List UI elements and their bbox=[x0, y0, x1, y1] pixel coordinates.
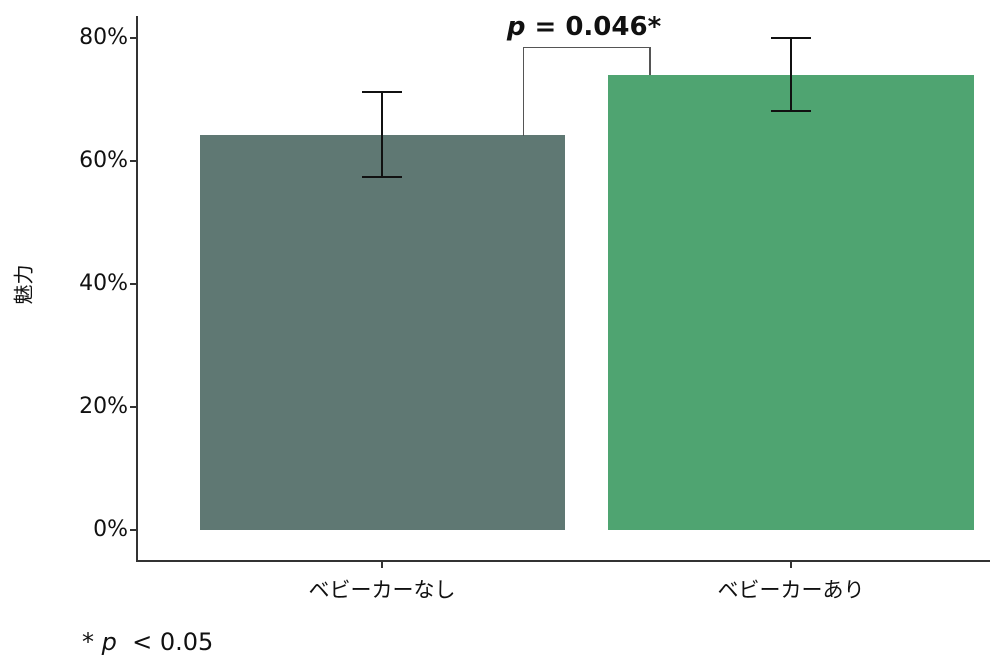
y-tick-label-40: 40% bbox=[79, 271, 128, 296]
significance-bracket-right bbox=[649, 47, 651, 75]
x-axis-line bbox=[136, 560, 990, 562]
error-cap-bottom-without-stroller bbox=[362, 176, 402, 178]
bar-with-stroller bbox=[608, 75, 974, 530]
y-tick-label-0: 0% bbox=[93, 517, 128, 542]
bar-without-stroller bbox=[200, 135, 565, 530]
y-tick-label-80: 80% bbox=[79, 25, 128, 50]
x-tick-label-without-stroller: ベビーカーなし bbox=[308, 578, 456, 602]
y-tick-40 bbox=[130, 283, 137, 285]
x-tick-label-with-stroller: ベビーカーあり bbox=[717, 578, 865, 602]
error-bar-without-stroller bbox=[381, 92, 383, 177]
p-value-text: = 0.046* bbox=[525, 12, 662, 42]
y-axis-label: 魅力 bbox=[11, 264, 36, 305]
y-axis-line bbox=[136, 16, 138, 562]
p-value-annotation: p = 0.046* bbox=[464, 12, 704, 42]
footnote: * p < 0.05 bbox=[82, 628, 213, 656]
footnote-threshold: < 0.05 bbox=[116, 628, 214, 656]
p-symbol: p bbox=[506, 12, 526, 42]
error-bar-with-stroller bbox=[790, 38, 792, 111]
y-tick-20 bbox=[130, 406, 137, 408]
footnote-star: * bbox=[82, 628, 102, 656]
y-tick-0 bbox=[130, 529, 137, 531]
y-tick-label-20: 20% bbox=[79, 394, 128, 419]
significance-bracket-left bbox=[523, 47, 650, 136]
x-tick-with-stroller bbox=[790, 562, 792, 568]
y-tick-60 bbox=[130, 160, 137, 162]
y-tick-label-60: 60% bbox=[79, 148, 128, 173]
error-cap-top-with-stroller bbox=[771, 37, 811, 39]
y-tick-80 bbox=[130, 37, 137, 39]
x-tick-without-stroller bbox=[381, 562, 383, 568]
footnote-p-symbol: p bbox=[101, 628, 117, 656]
error-cap-bottom-with-stroller bbox=[771, 110, 811, 112]
error-cap-top-without-stroller bbox=[362, 91, 402, 93]
